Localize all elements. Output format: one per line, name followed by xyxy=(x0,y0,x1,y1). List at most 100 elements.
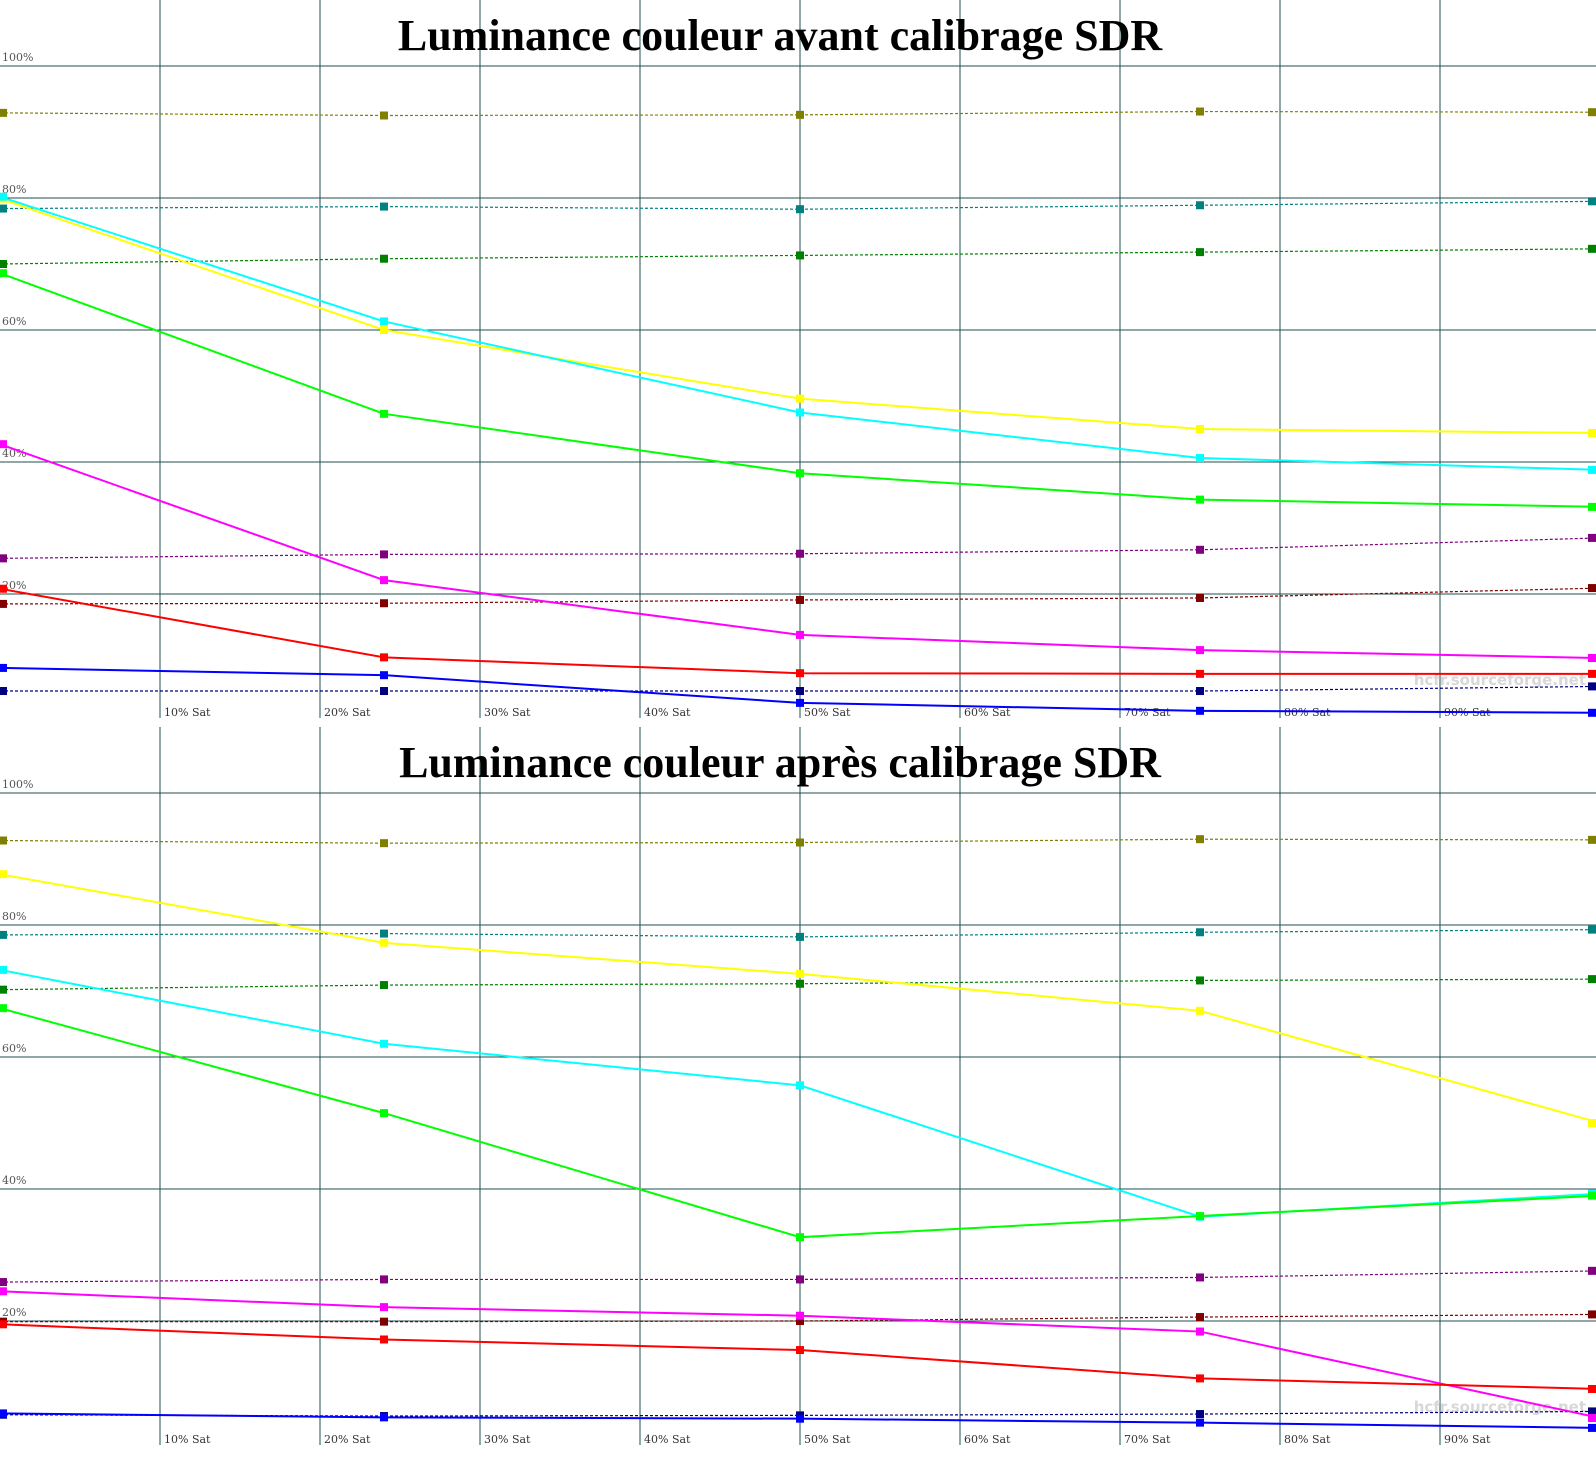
data-point-marker xyxy=(796,838,804,847)
data-point-marker xyxy=(1196,107,1204,116)
data-point-marker xyxy=(796,469,804,478)
data-point-marker xyxy=(1196,201,1204,210)
x-tick-label: 50% Sat xyxy=(804,1433,851,1446)
data-point-marker xyxy=(796,595,804,604)
data-point-marker xyxy=(1588,654,1596,663)
data-point-marker xyxy=(1196,1374,1204,1383)
reference-series xyxy=(0,584,1596,608)
data-point-marker xyxy=(1196,706,1204,715)
reference-series xyxy=(0,244,1596,268)
data-point-marker xyxy=(0,1320,7,1329)
data-point-marker xyxy=(1588,835,1596,844)
measured-line xyxy=(0,1323,1596,1390)
data-point-marker xyxy=(796,394,804,403)
data-point-marker xyxy=(1588,1407,1596,1416)
x-tick-label: 30% Sat xyxy=(484,706,531,719)
data-point-marker xyxy=(1588,1191,1596,1200)
measured-series xyxy=(0,440,1596,663)
data-point-marker xyxy=(796,1414,804,1423)
y-tick-label: 60% xyxy=(2,315,26,328)
data-point-marker xyxy=(380,317,388,326)
data-point-marker xyxy=(1588,465,1596,474)
reference-series xyxy=(0,533,1596,563)
data-point-marker xyxy=(1588,108,1596,117)
data-point-marker xyxy=(796,669,804,678)
measured-series xyxy=(0,269,1596,511)
data-point-marker xyxy=(1588,682,1596,691)
data-point-marker xyxy=(380,1109,388,1118)
data-point-marker xyxy=(796,251,804,260)
data-point-marker xyxy=(0,663,7,672)
data-point-marker xyxy=(380,1413,388,1422)
chart-panel-before: 100% 80% 60% 40% 20% 10% Sat 20% Sat 30% Sat 40%… xyxy=(0,0,1596,719)
reference-series xyxy=(0,925,1596,941)
data-point-marker xyxy=(796,1311,804,1320)
data-point-marker xyxy=(380,929,388,938)
data-point-marker xyxy=(380,1335,388,1344)
measured-line xyxy=(0,1007,1596,1239)
data-point-marker xyxy=(1196,1273,1204,1282)
data-point-marker xyxy=(0,1409,7,1418)
data-point-marker xyxy=(796,979,804,988)
data-point-marker xyxy=(1588,708,1596,717)
reference-series xyxy=(0,975,1596,994)
measured-line xyxy=(0,195,1596,471)
data-point-marker xyxy=(796,1081,804,1090)
x-tick-label: 80% Sat xyxy=(1284,1433,1331,1446)
data-point-marker xyxy=(1196,1418,1204,1427)
data-point-marker xyxy=(796,408,804,417)
y-tick-label: 20% xyxy=(2,1306,26,1319)
y-tick-label: 20% xyxy=(2,579,26,592)
data-point-marker xyxy=(1196,1006,1204,1015)
data-point-marker xyxy=(380,938,388,947)
x-tick-label: 20% Sat xyxy=(324,1433,371,1446)
reference-series xyxy=(0,1266,1596,1287)
data-point-marker xyxy=(796,698,804,707)
x-tick-label: 60% Sat xyxy=(964,706,1011,719)
data-point-marker xyxy=(380,254,388,263)
y-tick-label: 40% xyxy=(2,1174,26,1187)
data-point-marker xyxy=(380,687,388,696)
chart-title: Luminance couleur avant calibrage SDR xyxy=(398,11,1164,60)
data-point-marker xyxy=(796,1346,804,1355)
data-point-marker xyxy=(1588,428,1596,437)
data-point-marker xyxy=(1196,1313,1204,1322)
chart-before: 100% 80% 60% 40% 20% 10% Sat 20% Sat 30% Sat 40%… xyxy=(0,0,1596,719)
data-point-marker xyxy=(380,981,388,990)
x-tick-label: 20% Sat xyxy=(324,706,371,719)
data-point-marker xyxy=(0,260,7,268)
y-tick-label: 40% xyxy=(2,447,26,460)
y-tick-label: 100% xyxy=(2,51,33,64)
reference-series xyxy=(0,107,1596,120)
data-point-marker xyxy=(1196,1212,1204,1221)
data-point-marker xyxy=(380,671,388,680)
x-tick-label: 10% Sat xyxy=(164,706,211,719)
reference-series xyxy=(0,682,1596,696)
x-tick-label: 10% Sat xyxy=(164,1433,211,1446)
data-point-marker xyxy=(0,440,7,449)
x-tick-label: 70% Sat xyxy=(1124,706,1171,719)
data-point-marker xyxy=(0,1278,7,1287)
x-tick-label: 60% Sat xyxy=(964,1433,1011,1446)
measured-series xyxy=(0,870,1596,1127)
measured-line xyxy=(0,968,1596,1218)
data-point-marker xyxy=(0,204,7,213)
data-point-marker xyxy=(380,326,388,334)
measured-series xyxy=(0,1409,1596,1432)
data-point-marker xyxy=(0,930,7,939)
data-point-marker xyxy=(1196,669,1204,678)
data-point-marker xyxy=(796,687,804,696)
data-point-marker xyxy=(0,1004,7,1013)
x-tick-label: 40% Sat xyxy=(644,706,691,719)
y-tick-label: 60% xyxy=(2,1042,26,1055)
data-point-marker xyxy=(1196,425,1204,433)
data-point-marker xyxy=(796,932,804,941)
reference-series xyxy=(0,197,1596,214)
data-point-marker xyxy=(380,1275,388,1284)
data-point-marker xyxy=(1196,1327,1204,1336)
data-point-marker xyxy=(380,202,388,211)
series-group xyxy=(0,835,1596,1432)
data-point-marker xyxy=(1588,533,1596,542)
measured-series xyxy=(0,1320,1596,1393)
data-point-marker xyxy=(0,985,7,994)
